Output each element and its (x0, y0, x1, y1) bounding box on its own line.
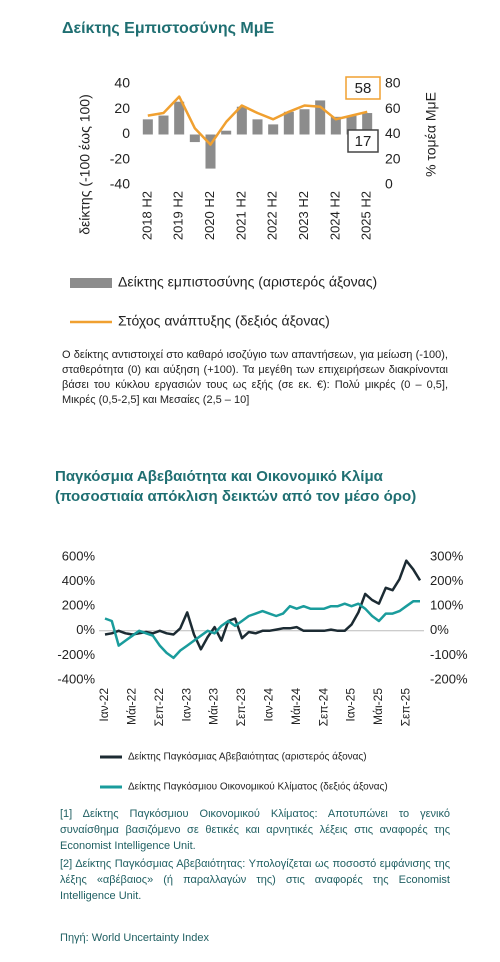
y2-tick-label: 300% (430, 548, 464, 563)
y2-axis-title: % τομέα ΜμΕ (423, 92, 439, 177)
x-tick-label: Ιαν-23 (179, 688, 193, 722)
source: Πηγή: World Uncertainty Index (60, 932, 209, 944)
x-tick-label: Μάι-24 (289, 688, 303, 725)
x-tick-label: Ιαν-22 (97, 688, 111, 722)
y-tick-label: 600% (62, 548, 96, 563)
y2-tick-label: -100% (430, 647, 468, 662)
chart-title: Παγκόσμια Αβεβαιότητα και Οικονομικό Κλί… (55, 468, 383, 485)
note: Ο δείκτης αντιστοιχεί στο καθαρό ισοζύγι… (62, 349, 448, 406)
legend-swatch (70, 278, 112, 288)
footnote: [1] Δείκτης Παγκόσμιου Οικονομικού Κλίμα… (60, 808, 450, 852)
x-tick-label: 2021 H2 (233, 191, 248, 240)
y-tick-label: 40 (114, 75, 130, 91)
x-tick-label: Ιαν-24 (262, 688, 276, 722)
bar (299, 109, 310, 135)
chart-subtitle: (ποσοστιαία απόκλιση δεικτών από τον μέσ… (55, 488, 417, 505)
chart-1: -40 -20 0 20 40 0 20 40 60 80 2018 H2 2019 H2 2020 H… (70, 75, 439, 329)
chart-title: Δείκτης Εμπιστοσύνης ΜμΕ (62, 20, 275, 37)
y-tick-label: 0% (76, 622, 95, 637)
line (147, 95, 368, 146)
y-tick-label: 400% (62, 573, 96, 588)
bar (236, 106, 247, 135)
y2-tick-label: 200% (430, 573, 464, 588)
x-tick-label: Ιαν-25 (344, 688, 358, 722)
y-tick-label: -400% (57, 671, 95, 686)
bar (221, 130, 232, 135)
x-tick-label: Σεπ-25 (398, 688, 412, 727)
legend-label: Δείκτης Παγκόσμιας Αβεβαιότητας (αριστερ… (128, 751, 367, 763)
y-tick-label: -200% (57, 647, 95, 662)
line (104, 559, 422, 651)
legend-label: Δείκτης εμπιστοσύνης (αριστερός άξονας) (118, 274, 377, 290)
value-box (347, 129, 379, 153)
data-label: 58 (355, 80, 372, 97)
line (104, 600, 420, 660)
bar (252, 119, 263, 135)
x-tick-label: Σεπ-24 (316, 688, 330, 727)
x-tick-label: 2019 H2 (171, 191, 186, 240)
bar (268, 124, 279, 135)
y-tick-label: -40 (110, 176, 130, 192)
legend-label: Δείκτης Παγκόσμιου Οικονομικού Κλίματος … (128, 781, 388, 793)
bar (283, 111, 294, 135)
x-tick-label: 2023 H2 (296, 191, 311, 240)
y2-tick-label: 40 (385, 125, 401, 141)
bar (158, 115, 169, 135)
x-tick-label: 2025 H2 (359, 191, 374, 240)
x-tick-label: Μάι-22 (125, 688, 139, 725)
y2-tick-label: 0 (385, 176, 393, 192)
x-tick-label: 2020 H2 (202, 191, 217, 240)
bar (330, 116, 341, 135)
value-box (345, 76, 381, 100)
x-tick-label: Σεπ-22 (152, 688, 166, 727)
data-label: 17 (355, 133, 372, 150)
y-tick-label: 20 (114, 100, 130, 116)
x-tick-label: 2024 H2 (327, 191, 342, 240)
bar (315, 100, 326, 135)
bar (205, 134, 216, 169)
bar (174, 101, 185, 135)
y-tick-label: 200% (62, 598, 96, 613)
y-tick-label: 0 (122, 125, 130, 141)
y2-tick-label: 60 (385, 100, 401, 116)
y-tick-label: -20 (110, 150, 130, 166)
x-tick-label: 2018 H2 (139, 191, 154, 240)
bar (346, 115, 357, 135)
bar (362, 113, 373, 135)
x-tick-label: 2022 H2 (265, 191, 280, 240)
y-axis-title: δείκτης (-100 έως 100) (77, 94, 93, 235)
y2-tick-label: 80 (385, 75, 401, 91)
y2-tick-label: -200% (430, 671, 468, 686)
footnote: [2] Δείκτης Παγκόσμιας Αβεβαιότητας: Υπο… (60, 858, 450, 902)
y2-tick-label: 100% (430, 598, 464, 613)
x-tick-label: Μάι-25 (371, 688, 385, 725)
bar (142, 119, 153, 135)
bar (189, 134, 200, 143)
y2-tick-label: 0% (430, 622, 449, 637)
legend-label: Στόχος ανάπτυξης (δεξιός άξονας) (118, 313, 330, 329)
y2-tick-label: 20 (385, 150, 401, 166)
x-tick-label: Σεπ-23 (234, 688, 248, 727)
x-tick-label: Μάι-23 (207, 688, 221, 725)
